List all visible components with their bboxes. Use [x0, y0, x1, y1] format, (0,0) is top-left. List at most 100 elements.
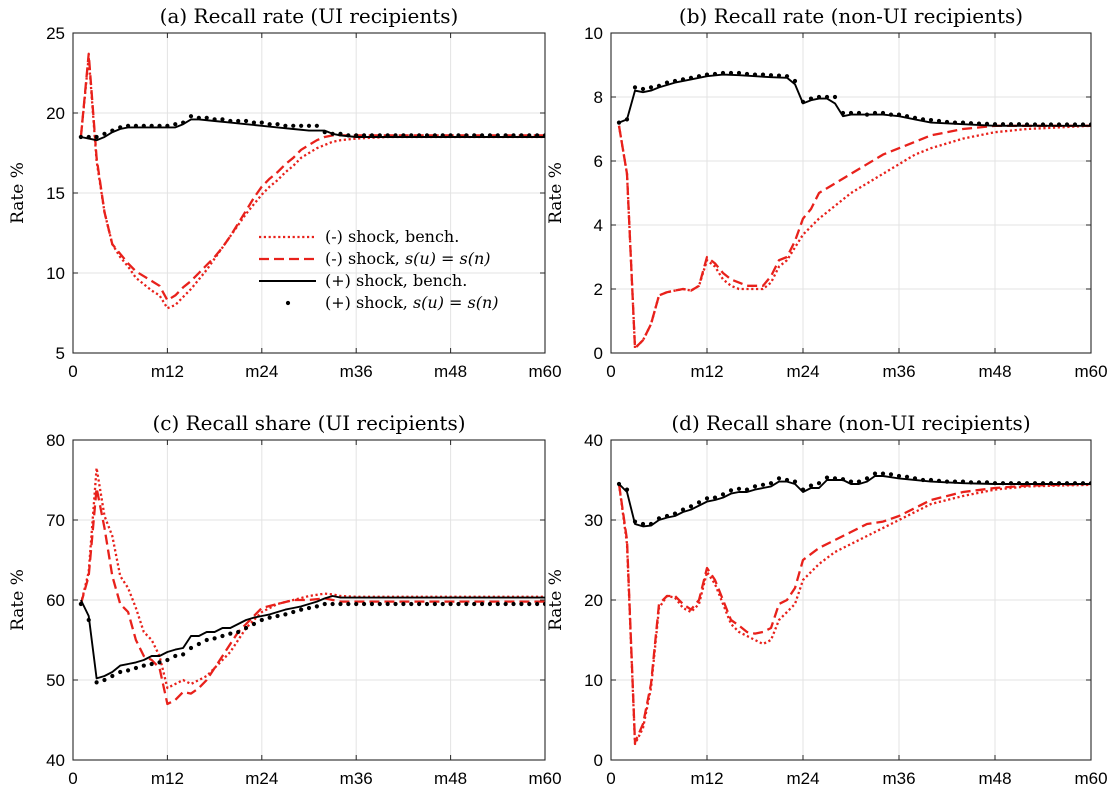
data-point [704, 496, 710, 501]
x-tick-label: m60 [1074, 362, 1107, 381]
data-point [880, 110, 886, 116]
y-tick-label: 5 [56, 344, 65, 363]
data-point [664, 80, 670, 85]
data-point [377, 601, 382, 607]
data-point [322, 601, 327, 607]
data-point [776, 73, 782, 78]
data-point [385, 601, 390, 607]
data-point [712, 495, 718, 500]
data-point [752, 484, 758, 489]
data-point [992, 481, 998, 486]
data-point [688, 75, 694, 80]
data-point [896, 473, 902, 479]
data-point [928, 477, 934, 483]
data-point [149, 661, 154, 667]
x-tick-label: m24 [245, 362, 278, 381]
data-point [110, 128, 115, 133]
data-point [236, 629, 241, 635]
data-point [251, 120, 257, 125]
data-point [228, 118, 233, 124]
y-tick-label: 25 [46, 24, 65, 43]
data-point [624, 487, 630, 492]
data-point [816, 481, 822, 486]
data-point [291, 123, 296, 128]
y-tick-label: 0 [594, 344, 603, 363]
data-point [346, 133, 351, 138]
data-point [385, 133, 390, 138]
panel-b: 0 m12 m24 m36 m48 m60 0 2 4 6 8 10 (b) Recall rate (… [546, 4, 1108, 381]
data-point [149, 123, 154, 128]
data-point [236, 118, 241, 124]
legend-label: (-) shock, s(u) = s(n) [325, 249, 491, 268]
series-group [616, 471, 1091, 746]
data-point [133, 665, 139, 671]
data-point [928, 117, 934, 123]
data-point [94, 134, 99, 140]
legend-label: (+) shock, bench. [325, 271, 467, 290]
data-point [314, 604, 319, 609]
data-point [535, 601, 540, 607]
data-point [361, 601, 367, 607]
series-line-dashed [617, 482, 1091, 744]
data-point [125, 123, 131, 128]
data-point [832, 94, 838, 100]
data-point [1088, 481, 1091, 486]
data-point [888, 112, 894, 117]
data-point [952, 479, 958, 484]
x-tick-label: m36 [882, 362, 915, 381]
data-point [527, 601, 532, 607]
data-point [204, 637, 209, 643]
legend-label: (+) shock, s(u) = s(n) [325, 293, 499, 312]
y-tick-label: 40 [584, 431, 603, 450]
data-point [776, 476, 782, 481]
data-point [330, 131, 335, 136]
data-point [291, 609, 296, 615]
data-point [784, 74, 790, 79]
data-point [511, 133, 516, 138]
data-point [760, 72, 766, 77]
data-point [141, 123, 146, 128]
data-point [696, 74, 702, 79]
data-point [744, 71, 750, 77]
x-tick-label: m48 [978, 362, 1011, 381]
data-point [314, 123, 319, 128]
data-point [409, 133, 414, 138]
series-line-dashed [617, 124, 1091, 350]
data-point [840, 110, 846, 116]
data-point [728, 70, 734, 76]
data-point [616, 120, 622, 125]
data-point [472, 601, 477, 607]
data-point [904, 114, 910, 119]
data-point [220, 117, 225, 122]
data-point [212, 117, 217, 122]
data-point [157, 660, 162, 665]
data-point [1088, 122, 1091, 127]
data-point [712, 71, 718, 77]
data-point [1080, 122, 1086, 127]
data-point [688, 504, 694, 509]
data-point [78, 134, 83, 140]
x-tick-label: m60 [1074, 769, 1107, 788]
data-point [118, 669, 123, 675]
data-point [944, 479, 950, 484]
data-point [656, 83, 662, 88]
y-tick-label: 8 [594, 88, 603, 107]
data-point [1072, 122, 1078, 127]
data-point [1024, 122, 1030, 127]
x-tick-label: m24 [786, 362, 819, 381]
y-tick-label: 4 [594, 216, 603, 235]
axes-frame [610, 32, 1092, 354]
data-point [824, 475, 830, 480]
data-point [479, 601, 485, 607]
y-tick-label: 10 [584, 24, 603, 43]
data-point [1032, 122, 1038, 127]
data-point [118, 125, 123, 130]
data-point [299, 123, 304, 128]
data-point [243, 625, 249, 631]
series-line-dotted [79, 55, 545, 310]
data-point [680, 507, 686, 512]
y-tick-label: 6 [594, 152, 603, 171]
panel-title: (a) Recall rate (UI recipients) [160, 4, 459, 28]
data-point [306, 123, 312, 128]
data-point [440, 133, 445, 138]
